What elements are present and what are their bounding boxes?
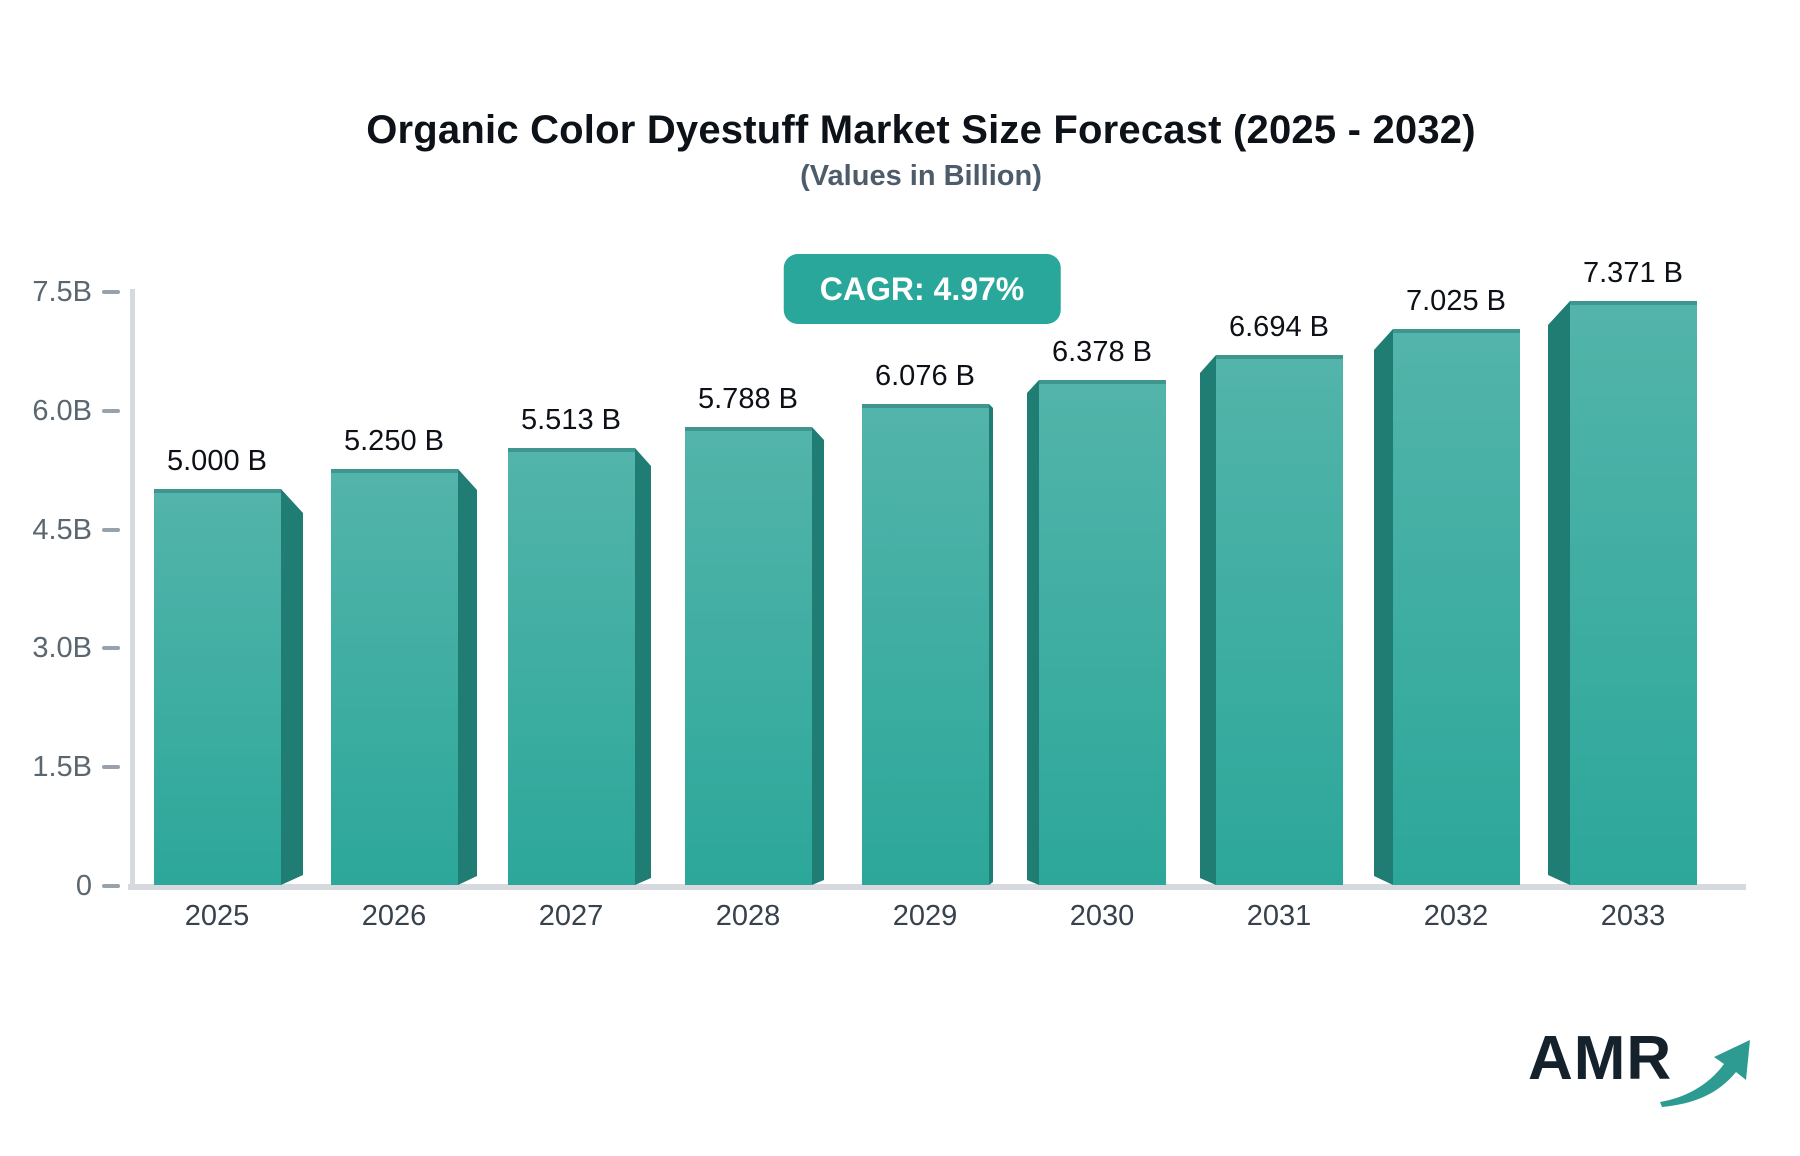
x-axis-label: 2028 xyxy=(715,900,781,932)
y-axis-tick xyxy=(102,290,120,294)
x-axis-label: 2031 xyxy=(1246,900,1312,932)
bar-value-label: 7.371 B xyxy=(1583,257,1683,289)
y-axis-tick xyxy=(102,527,120,532)
y-axis-label: 7.5B xyxy=(32,276,92,308)
amr-logo-text: AMR xyxy=(1528,1024,1673,1093)
page-title: Organic Color Dyestuff Market Size Forec… xyxy=(366,108,1476,152)
bar-2031 xyxy=(1216,355,1343,885)
bar-side-2026 xyxy=(458,469,477,885)
bar-side-2030 xyxy=(1027,380,1039,885)
x-axis-label: 2027 xyxy=(538,900,604,932)
bar-side-2033 xyxy=(1548,301,1570,885)
x-axis-line xyxy=(128,884,1746,890)
x-axis-label: 2033 xyxy=(1600,900,1666,932)
bar-side-2028 xyxy=(812,427,824,885)
page-subtitle: (Values in Billion) xyxy=(800,160,1042,192)
x-axis-label: 2025 xyxy=(184,900,250,932)
bar-side-2032 xyxy=(1374,329,1393,885)
bar-side-2029 xyxy=(989,404,993,885)
x-axis-label: 2029 xyxy=(892,900,958,932)
y-axis-label: 1.5B xyxy=(32,751,92,784)
bar-value-label: 5.788 B xyxy=(698,383,798,415)
bar-value-label: 6.378 B xyxy=(1052,336,1152,368)
bar-value-label: 7.025 B xyxy=(1406,285,1506,317)
y-axis-tick xyxy=(102,646,120,651)
bar-2026 xyxy=(331,469,458,885)
y-axis-line xyxy=(130,289,135,890)
y-axis-tick xyxy=(102,765,120,770)
bar-value-label: 6.076 B xyxy=(875,360,975,392)
amr-logo: AMR xyxy=(1528,1028,1758,1115)
y-axis-tick xyxy=(102,884,120,888)
bar-2028 xyxy=(685,427,812,885)
y-axis-label: 3.0B xyxy=(32,632,92,665)
bar-value-label: 6.694 B xyxy=(1229,311,1329,343)
y-axis-label: 6.0B xyxy=(32,394,92,427)
bar-2027 xyxy=(508,448,635,885)
y-axis-label: 0 xyxy=(75,870,92,902)
bar-2025 xyxy=(154,489,281,885)
bar-2030 xyxy=(1039,380,1166,885)
growth-arrow-icon xyxy=(1658,1036,1758,1115)
x-axis-label: 2030 xyxy=(1069,900,1135,932)
bar-side-2031 xyxy=(1200,355,1216,885)
bar-2033 xyxy=(1570,301,1697,885)
bar-side-2027 xyxy=(635,448,651,885)
bar-2032 xyxy=(1393,329,1520,885)
bar-2029 xyxy=(862,404,989,885)
bar-value-label: 5.000 B xyxy=(167,445,267,477)
x-axis-label: 2026 xyxy=(361,900,427,932)
x-axis-label: 2032 xyxy=(1423,900,1489,932)
bar-value-label: 5.513 B xyxy=(521,404,621,436)
bar-value-label: 5.250 B xyxy=(344,425,444,457)
cagr-badge: CAGR: 4.97% xyxy=(783,254,1061,324)
bar-side-2025 xyxy=(281,489,303,885)
y-axis-label: 4.5B xyxy=(32,513,92,546)
y-axis-tick xyxy=(102,408,120,413)
